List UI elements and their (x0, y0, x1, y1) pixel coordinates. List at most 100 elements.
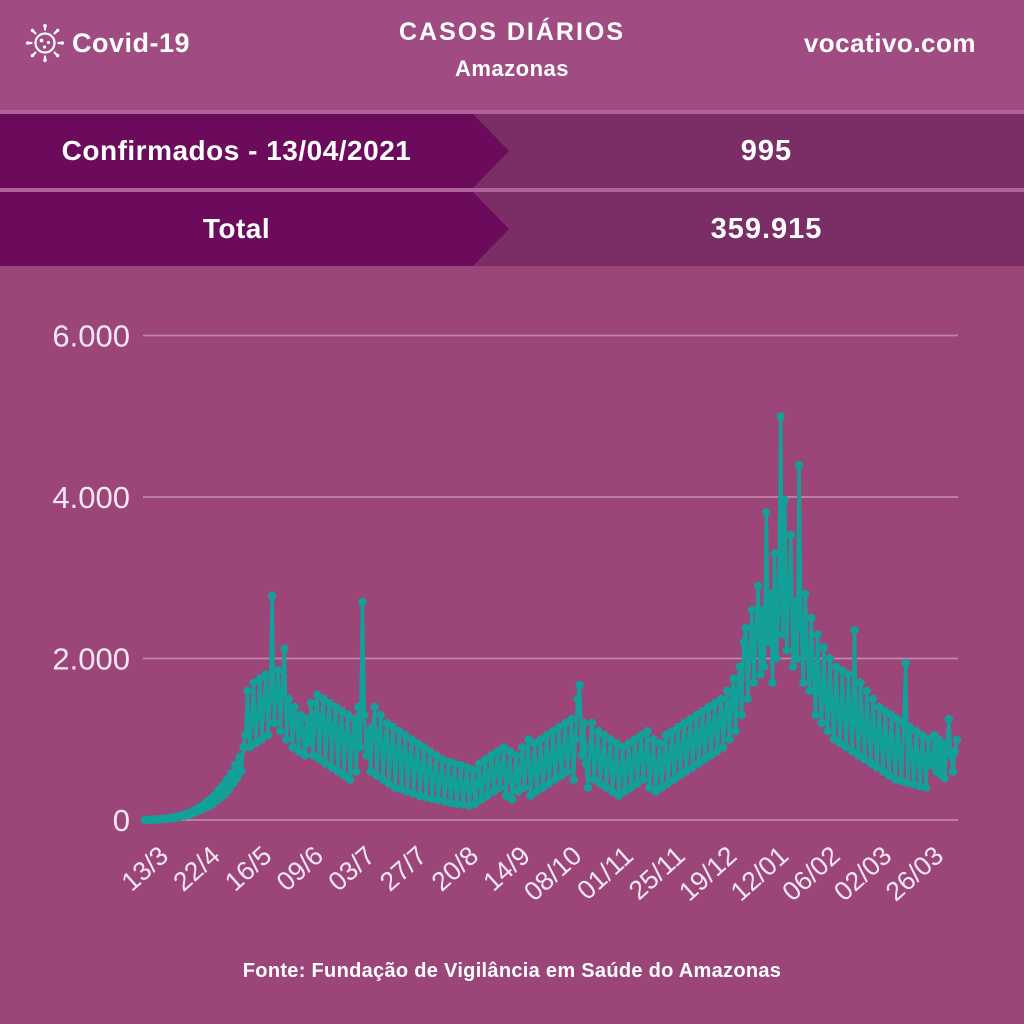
series-point (696, 731, 705, 740)
series-point (643, 727, 652, 736)
series-point (251, 739, 260, 748)
series-point (520, 783, 529, 792)
series-point (481, 755, 490, 764)
page-subtitle: Amazonas (454, 56, 570, 81)
series-point (286, 710, 295, 720)
series-point (589, 775, 599, 784)
series-point (628, 759, 638, 768)
series-point (446, 798, 455, 808)
series-point (241, 731, 250, 740)
separator-line (0, 110, 1024, 114)
series-point (944, 714, 953, 724)
logo-label: Covid-19 (72, 27, 191, 58)
series-point (298, 727, 308, 736)
series-point (673, 722, 683, 732)
website-link[interactable]: vocativo.com (803, 28, 976, 58)
series-point (550, 775, 560, 784)
series-point (723, 686, 732, 695)
series-point (784, 581, 794, 590)
series-point (573, 694, 582, 704)
series-point (692, 710, 701, 720)
series-point (284, 694, 293, 704)
series-point (790, 597, 800, 607)
series-point (311, 710, 320, 720)
series-point (253, 710, 262, 720)
series-point (417, 763, 426, 772)
series-point (596, 779, 605, 788)
series-point (290, 702, 299, 712)
series-point (635, 755, 644, 764)
series-point (587, 718, 597, 728)
series-point (602, 783, 611, 792)
series-point (803, 646, 812, 655)
stat-label-confirmados: Confirmados - 13/04/2021 (61, 135, 412, 166)
series-point (813, 630, 822, 639)
series-point (661, 731, 670, 740)
series-point (376, 710, 385, 720)
series-point (458, 800, 467, 809)
series-point (764, 638, 773, 647)
series-point (651, 787, 660, 796)
series-point (501, 791, 511, 800)
series-point (405, 755, 414, 764)
header-bar: Covid-19 CASOS DIÁRIOS Amazonas vocativo… (0, 0, 1024, 110)
series-point (608, 787, 617, 796)
series-point (294, 747, 303, 756)
series-point (419, 743, 429, 752)
series-point (860, 755, 869, 764)
series-point (518, 743, 527, 752)
series-point (706, 751, 716, 760)
series-point (760, 662, 769, 671)
x-tick-label: 03/7 (322, 840, 380, 897)
x-tick-label: 09/6 (271, 840, 329, 897)
series-point (267, 591, 277, 600)
y-tick-label: 4.000 (52, 480, 130, 515)
series-point (753, 581, 763, 590)
series-point (739, 638, 748, 647)
series-point (610, 763, 619, 772)
series-point (653, 763, 662, 772)
series-point (622, 763, 632, 772)
series-point (641, 751, 650, 760)
series-point (263, 731, 273, 740)
series-point (239, 743, 248, 752)
series-point (948, 767, 958, 776)
series-point (466, 783, 476, 792)
series-point (335, 727, 344, 736)
series-point (811, 710, 820, 720)
series-point (350, 714, 359, 724)
series-point (917, 731, 927, 740)
source-credit: Fonte: Fundação de Vigilância em Saúde d… (242, 960, 782, 982)
series-point (731, 727, 740, 736)
series-point (786, 530, 796, 540)
series-point (563, 767, 572, 776)
series-point (733, 686, 742, 695)
series-point (745, 646, 755, 655)
series-point (881, 706, 890, 716)
series-point (315, 755, 324, 764)
page-title: CASOS DIÁRIOS (398, 18, 626, 46)
series-point (794, 460, 804, 470)
series-point (879, 767, 888, 776)
series-point (544, 779, 554, 788)
series-point (792, 654, 802, 663)
series-point (237, 767, 246, 776)
series-point (569, 775, 578, 784)
series-point (577, 751, 586, 760)
series-point (846, 714, 855, 724)
ribbon-arrow-icon (473, 114, 509, 188)
series-point (801, 589, 810, 599)
series-point (758, 605, 767, 615)
x-tick-label: 08/10 (518, 840, 587, 907)
series-point (737, 710, 746, 720)
series-point (669, 775, 679, 784)
series-point (317, 714, 326, 724)
series-point (555, 722, 564, 732)
series-point (911, 727, 921, 736)
series-point (319, 694, 328, 704)
series-point (581, 759, 591, 768)
series-point (620, 787, 629, 796)
series-point (452, 799, 461, 809)
series-point (905, 722, 914, 732)
